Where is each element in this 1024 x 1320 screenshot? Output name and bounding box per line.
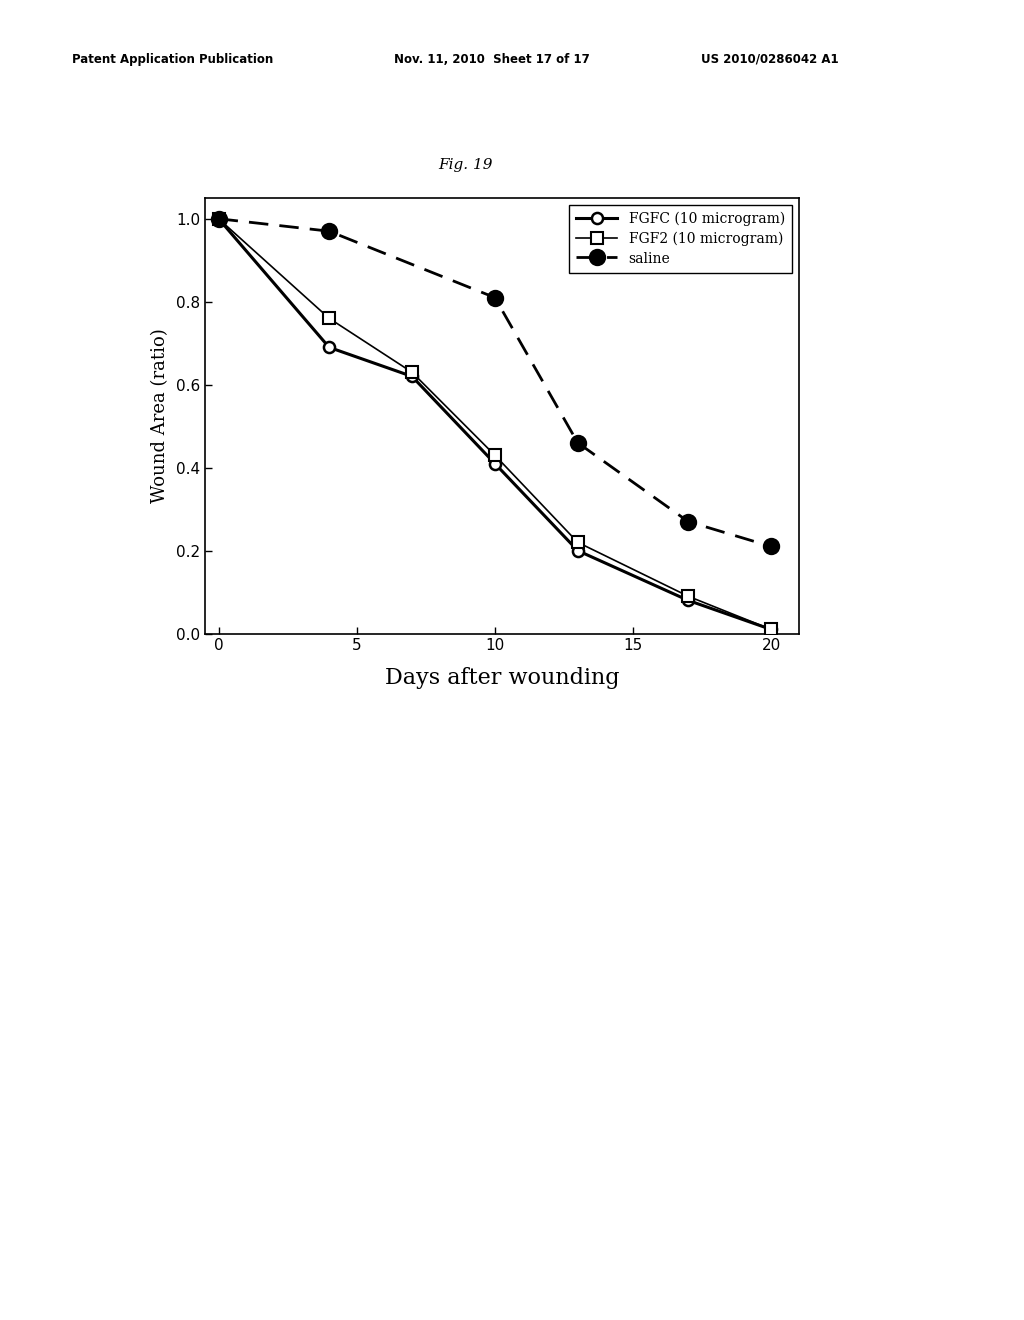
Text: Fig. 19: Fig. 19 xyxy=(438,157,494,172)
FGFC (10 microgram) xyxy=(765,622,777,638)
FGF2 (10 microgram) xyxy=(488,447,501,463)
FGFC (10 microgram) xyxy=(323,339,335,355)
saline xyxy=(212,211,224,227)
X-axis label: Days after wounding: Days after wounding xyxy=(384,668,620,689)
FGF2 (10 microgram) xyxy=(682,589,694,605)
FGF2 (10 microgram) xyxy=(571,535,584,550)
saline xyxy=(323,223,335,239)
Line: saline: saline xyxy=(211,211,778,554)
FGFC (10 microgram) xyxy=(571,543,584,558)
Text: Patent Application Publication: Patent Application Publication xyxy=(72,53,273,66)
FGFC (10 microgram) xyxy=(488,455,501,471)
FGFC (10 microgram) xyxy=(406,368,418,384)
Line: FGFC (10 microgram): FGFC (10 microgram) xyxy=(213,214,776,635)
FGFC (10 microgram) xyxy=(212,211,224,227)
saline xyxy=(765,539,777,554)
FGF2 (10 microgram) xyxy=(323,310,335,326)
FGF2 (10 microgram) xyxy=(765,622,777,638)
Line: FGF2 (10 microgram): FGF2 (10 microgram) xyxy=(213,214,776,635)
Text: Nov. 11, 2010  Sheet 17 of 17: Nov. 11, 2010 Sheet 17 of 17 xyxy=(394,53,590,66)
Legend: FGFC (10 microgram), FGF2 (10 microgram), saline: FGFC (10 microgram), FGF2 (10 microgram)… xyxy=(569,205,792,273)
Text: US 2010/0286042 A1: US 2010/0286042 A1 xyxy=(701,53,839,66)
Y-axis label: Wound Area (ratio): Wound Area (ratio) xyxy=(151,329,169,503)
saline xyxy=(488,289,501,305)
FGF2 (10 microgram) xyxy=(212,211,224,227)
FGFC (10 microgram) xyxy=(682,593,694,609)
saline xyxy=(571,434,584,450)
FGF2 (10 microgram) xyxy=(406,364,418,380)
saline xyxy=(682,513,694,529)
